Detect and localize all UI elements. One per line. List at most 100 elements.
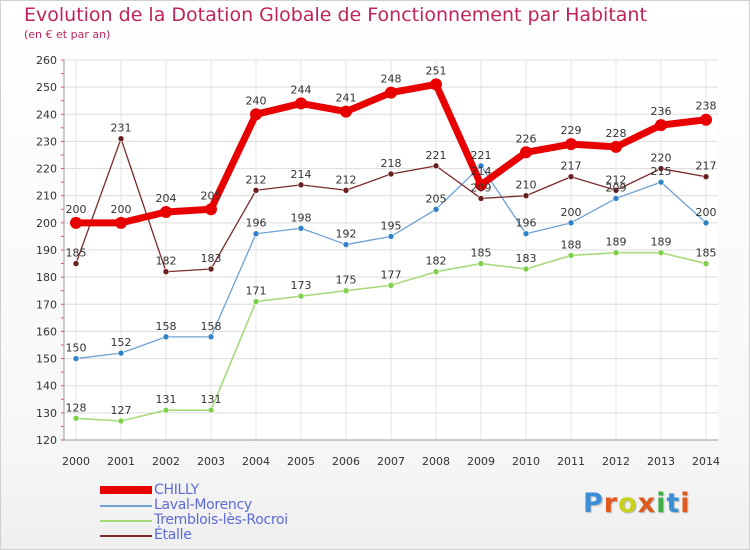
- y-tick-label: 220: [36, 163, 57, 176]
- data-point: [252, 230, 260, 238]
- data-label: 251: [426, 64, 447, 77]
- x-tick-label: 2010: [512, 455, 540, 468]
- data-label: 188: [561, 238, 582, 251]
- data-label: 200: [66, 203, 87, 216]
- data-label: 131: [156, 393, 177, 406]
- data-label: 240: [246, 94, 267, 107]
- data-point: [522, 265, 530, 273]
- legend-swatch-tremblois: [100, 520, 152, 522]
- logo-letter: r: [603, 488, 619, 519]
- y-tick-label: 200: [36, 217, 57, 230]
- data-label: 183: [201, 252, 222, 265]
- data-point: [117, 417, 125, 425]
- y-tick-label: 150: [36, 353, 57, 366]
- legend-swatch-chilly: [100, 486, 152, 494]
- data-point: [657, 165, 665, 172]
- data-label: 209: [606, 181, 627, 194]
- data-point: [297, 181, 305, 189]
- data-point: [252, 298, 260, 305]
- y-tick-label: 160: [36, 325, 57, 338]
- x-tick-label: 2002: [152, 455, 180, 468]
- legend-label-chilly: CHILLY: [154, 482, 199, 498]
- data-point: [432, 205, 440, 213]
- y-tick-label: 130: [36, 407, 57, 420]
- x-tick-label: 2003: [197, 455, 225, 468]
- data-label: 214: [291, 168, 312, 181]
- x-tick-label: 2001: [107, 455, 135, 468]
- data-point: [162, 268, 170, 276]
- data-label: 244: [291, 83, 312, 96]
- data-point: [520, 146, 532, 159]
- data-label: 241: [336, 92, 357, 105]
- y-tick-label: 140: [36, 380, 57, 393]
- x-tick-label: 2014: [692, 455, 720, 468]
- data-point: [162, 406, 170, 414]
- data-point: [522, 192, 530, 200]
- y-tick-label: 210: [36, 190, 57, 203]
- data-point: [477, 260, 485, 267]
- data-label: 128: [66, 401, 87, 414]
- data-point: [475, 178, 487, 191]
- y-tick-label: 230: [36, 135, 57, 148]
- legend-label-laval-morency: Laval-Morency: [154, 497, 252, 513]
- data-point: [567, 173, 575, 181]
- data-label: 218: [381, 157, 402, 170]
- data-point: [610, 140, 622, 153]
- data-point: [117, 349, 125, 357]
- data-label: 238: [696, 100, 717, 113]
- legend-label-tremblois: Tremblois-lès-Rocroi: [154, 512, 288, 528]
- data-label: 217: [561, 160, 582, 173]
- data-point: [432, 268, 440, 276]
- logo-letter: i: [680, 488, 691, 519]
- y-tick-label: 120: [36, 434, 57, 447]
- data-label: 220: [651, 152, 672, 165]
- legend-label-etalle: Étalle: [154, 527, 192, 543]
- data-point: [387, 170, 395, 178]
- data-label: 158: [156, 320, 177, 333]
- x-tick-label: 2011: [557, 455, 585, 468]
- data-label: 212: [336, 173, 357, 186]
- data-label: 198: [291, 211, 312, 224]
- data-label: 226: [516, 132, 537, 145]
- data-point: [657, 249, 665, 257]
- y-tick-label: 260: [36, 54, 57, 67]
- x-tick-label: 2005: [287, 455, 315, 468]
- data-label: 200: [696, 206, 717, 219]
- data-label: 236: [651, 105, 672, 118]
- data-point: [115, 216, 127, 229]
- logo-letter: P: [583, 488, 604, 519]
- data-point: [612, 249, 620, 257]
- data-label: 182: [156, 255, 177, 268]
- data-point: [657, 178, 665, 186]
- data-point: [702, 260, 710, 267]
- data-label: 217: [696, 160, 717, 173]
- chart-subtitle: (en € et par an): [24, 28, 111, 41]
- x-tick-label: 2006: [332, 455, 360, 468]
- data-point: [297, 292, 305, 300]
- data-point: [385, 86, 397, 99]
- data-point: [205, 203, 217, 216]
- data-point: [700, 113, 712, 126]
- data-label: 173: [291, 279, 312, 292]
- data-label: 221: [426, 149, 447, 162]
- data-point: [432, 162, 440, 170]
- legend-swatch-laval-morency: [100, 505, 152, 507]
- data-point: [387, 233, 395, 240]
- data-label: 200: [111, 203, 132, 216]
- logo-letter: o: [618, 488, 638, 519]
- data-point: [250, 108, 262, 121]
- data-point: [612, 195, 620, 202]
- data-point: [477, 195, 485, 202]
- y-tick-label: 180: [36, 271, 57, 284]
- data-label: 189: [651, 236, 672, 249]
- data-label: 231: [111, 122, 132, 135]
- data-point: [70, 216, 82, 229]
- data-point: [72, 260, 80, 267]
- legend-swatch-etalle: [100, 535, 152, 537]
- data-point: [342, 241, 350, 248]
- data-point: [72, 414, 80, 422]
- data-point: [567, 219, 575, 227]
- x-tick-label: 2004: [242, 455, 270, 468]
- data-label: 152: [111, 336, 132, 349]
